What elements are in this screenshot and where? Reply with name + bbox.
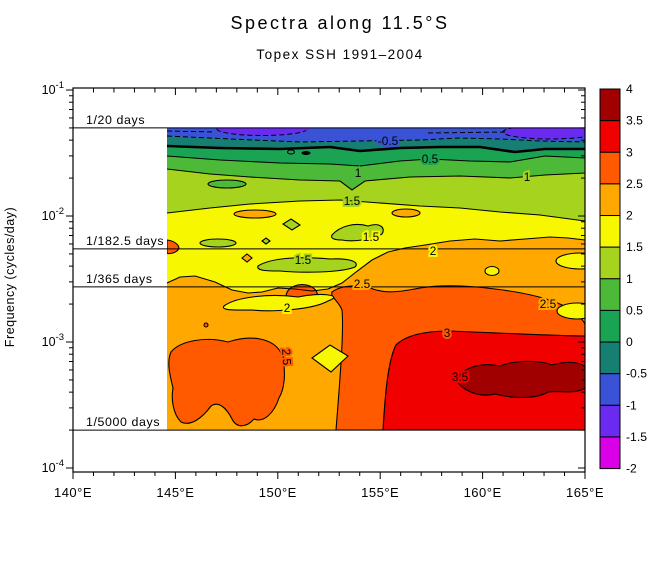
contour-label: 2.5	[540, 297, 557, 311]
yellow-sliver	[222, 293, 335, 312]
colorbar-label: 2	[626, 209, 633, 223]
dark-red-core	[455, 360, 585, 399]
colorbar-label: -1.5	[626, 430, 647, 444]
colorbar-segment	[599, 151, 621, 185]
contour-bands	[167, 128, 585, 430]
colorbar-segment	[599, 120, 621, 153]
colorbar-label: -1	[626, 398, 637, 412]
contour-label: 1.5	[363, 230, 380, 244]
contour-label: -0.5	[378, 134, 399, 148]
x-tick-label: 165°E	[566, 485, 604, 500]
colorbar-segment	[599, 341, 621, 375]
colorbar-segment	[599, 278, 621, 311]
x-tick-label: 140°E	[54, 485, 92, 500]
x-tick-label: 145°E	[156, 485, 194, 500]
contour-pos-4	[167, 236, 585, 294]
green-pocket	[207, 179, 247, 189]
reference-lines: 1/20 days 1/182.5 days 1/365 days 1/5000 da…	[73, 113, 585, 431]
orange-pocket	[233, 209, 277, 219]
contour-label: 0.5	[422, 152, 439, 166]
yellow-pocket	[555, 252, 585, 270]
colorbar-label: -2	[626, 462, 637, 476]
contour-labels: -0.5 0.5 1 1 1.5 1.5 1.5 2 2 2.5 2.5 2.5 3 3.5	[277, 132, 559, 386]
x-tick-label: 160°E	[464, 485, 502, 500]
violet-pocket	[217, 128, 307, 136]
green-pocket-labeled	[257, 257, 357, 273]
contour-label: 2	[284, 301, 291, 315]
axes: 140°E 145°E 150°E 155°E 160°E 165°E10-110-210…	[42, 80, 604, 500]
y-axis-title: Frequency (cycles/day)	[3, 207, 17, 347]
contour-zero	[167, 144, 585, 154]
plot-area: 1/20 days 1/182.5 days 1/365 days 1/5000 da…	[42, 80, 648, 500]
contour-neg1	[427, 131, 506, 134]
yellow-pocket	[556, 302, 585, 320]
y-tick-label: 10-3	[42, 332, 64, 349]
y-tick-label: 10-1	[42, 80, 64, 97]
colorbar-segment	[599, 404, 621, 438]
zero-dot	[301, 151, 311, 155]
speck	[203, 322, 209, 328]
colorbar-label: 4	[626, 82, 633, 96]
colorbar-segment	[599, 436, 621, 470]
reference-line-label: 1/365 days	[86, 272, 153, 286]
reference-line-label: 1/5000 days	[86, 415, 160, 429]
orange-red-blob	[168, 337, 285, 427]
colorbar-label: 1	[626, 272, 633, 286]
edge-spot	[167, 239, 180, 255]
colorbar-label: 3	[626, 145, 633, 159]
x-tick-label: 150°E	[259, 485, 297, 500]
contour-label: 2	[430, 244, 437, 258]
reference-line-label: 1/20 days	[86, 113, 145, 127]
yellow-pocket	[484, 265, 500, 277]
colorbar-label: 0	[626, 335, 633, 349]
y-tick-label: 10-4	[42, 458, 64, 475]
contour-pos-2	[167, 168, 585, 191]
colorbar-segment	[599, 215, 621, 248]
colorbar-segment	[599, 309, 621, 343]
plot-frame	[72, 87, 586, 473]
contour-pos-1	[167, 155, 585, 167]
green-speck	[261, 237, 271, 245]
colorbar-segment	[599, 183, 621, 217]
chart-subtitle: Topex SSH 1991–2004	[256, 47, 423, 62]
green-pocket	[199, 238, 237, 248]
green-blob	[331, 223, 384, 242]
orange-pocket	[391, 208, 421, 218]
contour-label: 2.5	[354, 277, 371, 291]
zero-dot	[287, 149, 295, 155]
contour-label: 1.5	[344, 194, 361, 208]
colorbar-segment	[599, 373, 621, 406]
contour-label: 1.5	[295, 253, 312, 267]
reference-line-label: 1/182.5 days	[86, 234, 164, 248]
colorbar-segment	[599, 88, 621, 122]
contour-label: 2.5	[279, 348, 294, 366]
contour-label: 3.5	[452, 370, 469, 384]
contour-neg1	[167, 130, 216, 133]
colorbar-label: 0.5	[626, 303, 643, 317]
colorbar-label: 2.5	[626, 177, 643, 191]
colorbar-label: 1.5	[626, 240, 643, 254]
colorbar-segment	[599, 246, 621, 280]
y-tick-label: 10-2	[42, 206, 64, 223]
chart-title: Spectra along 11.5°S	[231, 13, 450, 33]
green-diamond	[281, 218, 302, 231]
violet-pocket	[503, 128, 585, 139]
contour-label: 3	[444, 326, 451, 340]
colorbar-label: -0.5	[626, 367, 647, 381]
contour-pos-3	[167, 199, 585, 222]
orange-diamond	[241, 253, 253, 263]
contour-label: 1	[355, 166, 362, 180]
yellow-diamond	[311, 344, 349, 373]
violet-pocket	[294, 128, 312, 131]
x-tick-label: 155°E	[361, 485, 399, 500]
colorbar: 4 3.5 3 2.5 2 1.5 1 0.5 0 -0.5 -1 -1.5 -2	[599, 82, 647, 476]
colorbar-label: 3.5	[626, 114, 643, 128]
contour-label: 1	[524, 170, 531, 184]
